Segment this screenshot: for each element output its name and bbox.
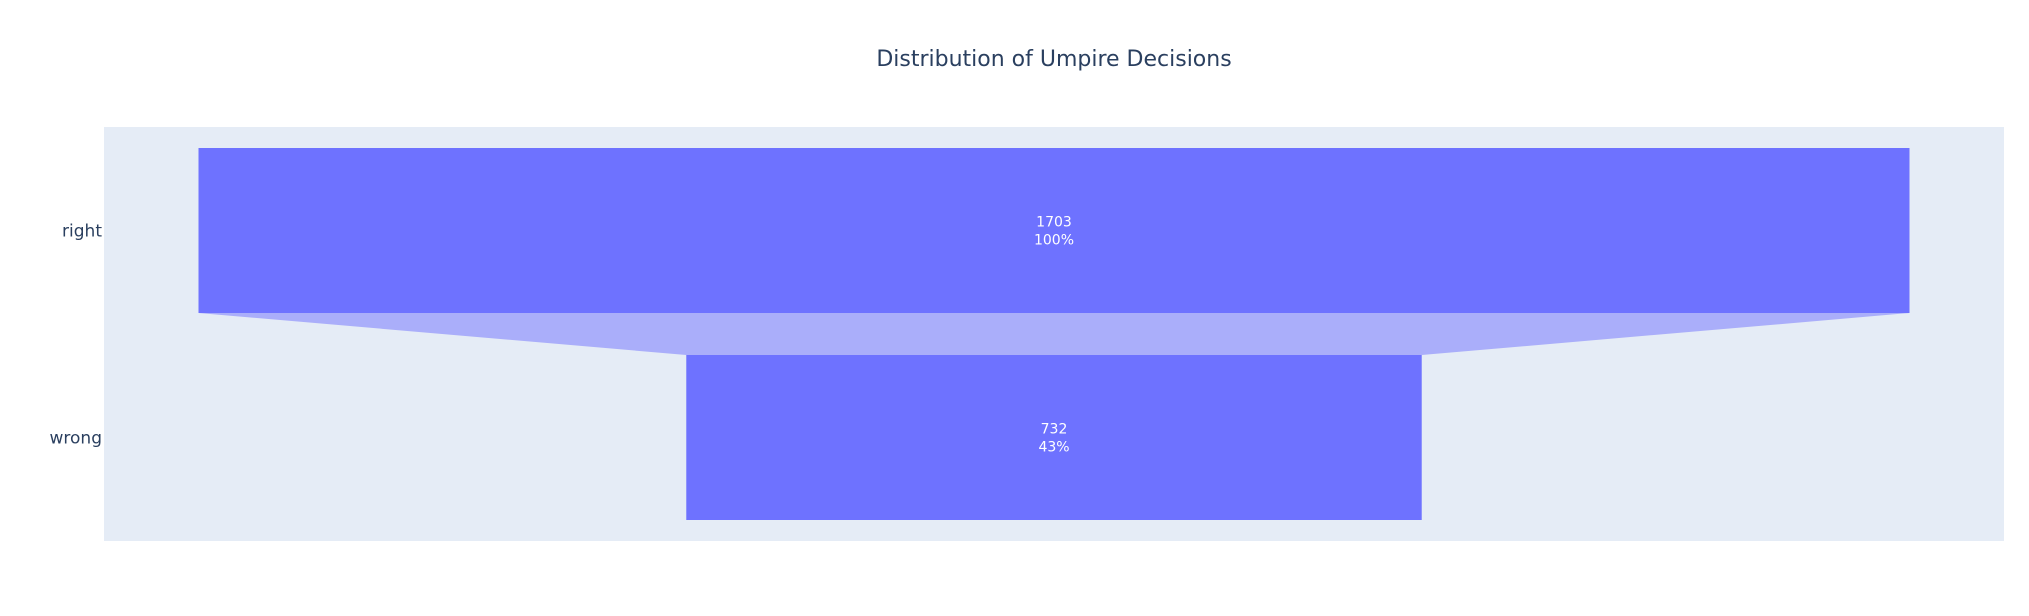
bar-percent-label: 100% [1034,233,1074,249]
bar-percent-label: 43% [1038,440,1069,456]
funnel-data-labels: 1703 100% 732 43% [1034,215,1074,456]
funnel-connectors [198,313,1910,355]
y-tick-label: wrong [50,429,103,449]
funnel-bar-wrong [686,355,1422,520]
y-axis-tick-labels: right wrong [50,222,103,449]
bar-value-label: 1703 [1036,215,1072,231]
bar-value-label: 732 [1041,422,1068,438]
chart-title: Distribution of Umpire Decisions [876,47,1231,72]
funnel-connector [198,313,1910,355]
funnel-bars [198,148,1910,520]
funnel-bar-right [198,148,1910,313]
y-tick-label: right [62,222,102,242]
